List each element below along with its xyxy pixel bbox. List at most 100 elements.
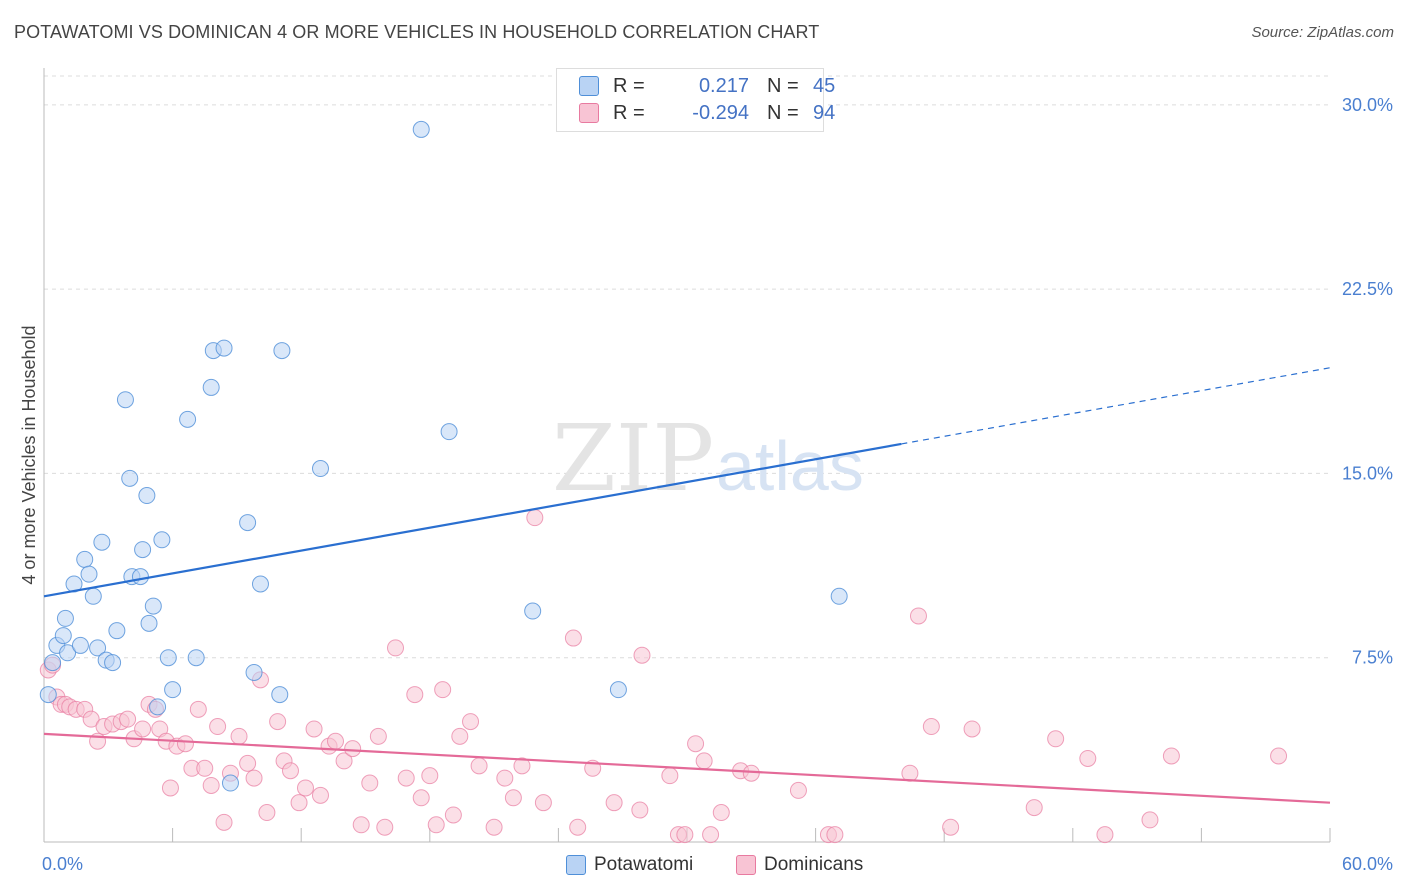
potawatomi-trend-line [43, 442, 902, 598]
grid-lines [44, 75, 1330, 659]
potawatomi-point [159, 649, 177, 667]
chart-title: POTAWATOMI VS DOMINICAN 4 OR MORE VEHICL… [14, 22, 820, 42]
potawatomi-point [108, 622, 126, 640]
potawatomi-point [80, 565, 98, 583]
r-label: R = [613, 101, 645, 124]
dominicans-point [963, 720, 981, 738]
potawatomi-point [93, 533, 111, 551]
potawatomi-point [104, 654, 122, 672]
dominicans-point [702, 826, 720, 844]
potawatomi-point [311, 460, 329, 478]
dominicans-point [1162, 747, 1180, 765]
potawatomi-point [116, 391, 134, 409]
dominicans-point [215, 813, 233, 831]
dominicans-point [444, 806, 462, 824]
r-value: -0.294 [692, 101, 749, 124]
potawatomi-point [44, 654, 62, 672]
potawatomi-point [59, 644, 77, 662]
dominicans-point [305, 720, 323, 738]
potawatomi-point [138, 487, 156, 505]
bottom-legend-dominicans: Dominicans [736, 852, 863, 878]
dominicans-point [942, 818, 960, 836]
potawatomi-point [245, 663, 263, 681]
potawatomi-point [164, 681, 182, 699]
dominicans-point [352, 816, 370, 834]
dominicans-point [661, 767, 679, 785]
dominicans-legend-swatch [736, 855, 756, 875]
n-label: N = [767, 101, 799, 124]
dominicans-point [462, 713, 480, 731]
watermark-zip: ZIP [552, 405, 714, 512]
potawatomi-point [56, 609, 74, 627]
potawatomi-legend-label: Potawatomi [594, 854, 694, 875]
potawatomi-point [251, 575, 269, 593]
potawatomi-point [215, 339, 233, 357]
dominicans-point [687, 735, 705, 753]
dominicans-point [119, 710, 137, 728]
bottom-legend-potawatomi: Potawatomi [566, 852, 693, 878]
x-tick-labels: 0.0% 60.0% [42, 854, 1393, 874]
y-tick-label: 30.0% [1342, 95, 1393, 115]
dominicans-point [387, 639, 405, 657]
dominicans-point [695, 752, 713, 770]
dominicans-point [504, 789, 522, 807]
dominicans-point [676, 826, 694, 844]
dominicans-point [1079, 749, 1097, 767]
dominicans-point [1270, 747, 1288, 765]
potawatomi-legend-swatch [566, 855, 586, 875]
n-label: N = [767, 74, 799, 97]
dominicans-point [230, 727, 248, 745]
y-tick-label: 15.0% [1342, 463, 1393, 483]
potawatomi-point [89, 639, 107, 657]
dominicans-point [513, 757, 531, 775]
trend-lines [43, 367, 1331, 804]
potawatomi-swatch [579, 76, 599, 96]
dominicans-point [296, 779, 314, 797]
dominicans-point [421, 767, 439, 785]
potawatomi-point [412, 120, 430, 138]
dominicans-point [1047, 730, 1065, 748]
dominicans-points [39, 509, 1288, 844]
dominicans-point [209, 718, 227, 736]
dominicans-point [569, 818, 587, 836]
watermark-atlas: atlas [716, 427, 864, 505]
dominicans-point [496, 769, 514, 787]
potawatomi-point [84, 587, 102, 605]
dominicans-point [176, 735, 194, 753]
dominicans-point [258, 804, 276, 822]
potawatomi-point [71, 636, 89, 654]
dominicans-point [344, 740, 362, 758]
dominicans-point [202, 776, 220, 794]
potawatomi-point [221, 774, 239, 792]
dominicans-point [427, 816, 445, 834]
dominicans-point [239, 754, 257, 772]
potawatomi-point [271, 686, 289, 704]
potawatomi-point [134, 541, 152, 559]
dominicans-point [534, 794, 552, 812]
dominicans-point [742, 764, 760, 782]
dominicans-point [311, 786, 329, 804]
dominicans-trend-line [43, 732, 1331, 804]
x-tick-label: 0.0% [42, 854, 83, 874]
y-tick-labels: 7.5% 15.0% 22.5% 30.0% [1342, 95, 1393, 668]
dominicans-point [412, 789, 430, 807]
dominicans-point [712, 804, 730, 822]
y-tick-label: 7.5% [1352, 648, 1393, 668]
dominicans-point [281, 762, 299, 780]
dominicans-point [434, 681, 452, 699]
dominicans-point [335, 752, 353, 770]
dominicans-point [1141, 811, 1159, 829]
potawatomi-points [39, 120, 848, 792]
dominicans-point [922, 718, 940, 736]
correlation-legend: R = 0.217 N = 45 R = -0.294 N = 94 [556, 68, 835, 132]
r-value: 0.217 [698, 74, 749, 97]
dominicans-point [269, 713, 287, 731]
potawatomi-point [144, 597, 162, 615]
dominicans-point [901, 764, 919, 782]
dominicans-point [245, 769, 263, 787]
potawatomi-point [187, 649, 205, 667]
dominicans-point [485, 818, 503, 836]
dominicans-point [161, 779, 179, 797]
potawatomi-trend-extension [901, 367, 1331, 445]
dominicans-point [451, 727, 469, 745]
